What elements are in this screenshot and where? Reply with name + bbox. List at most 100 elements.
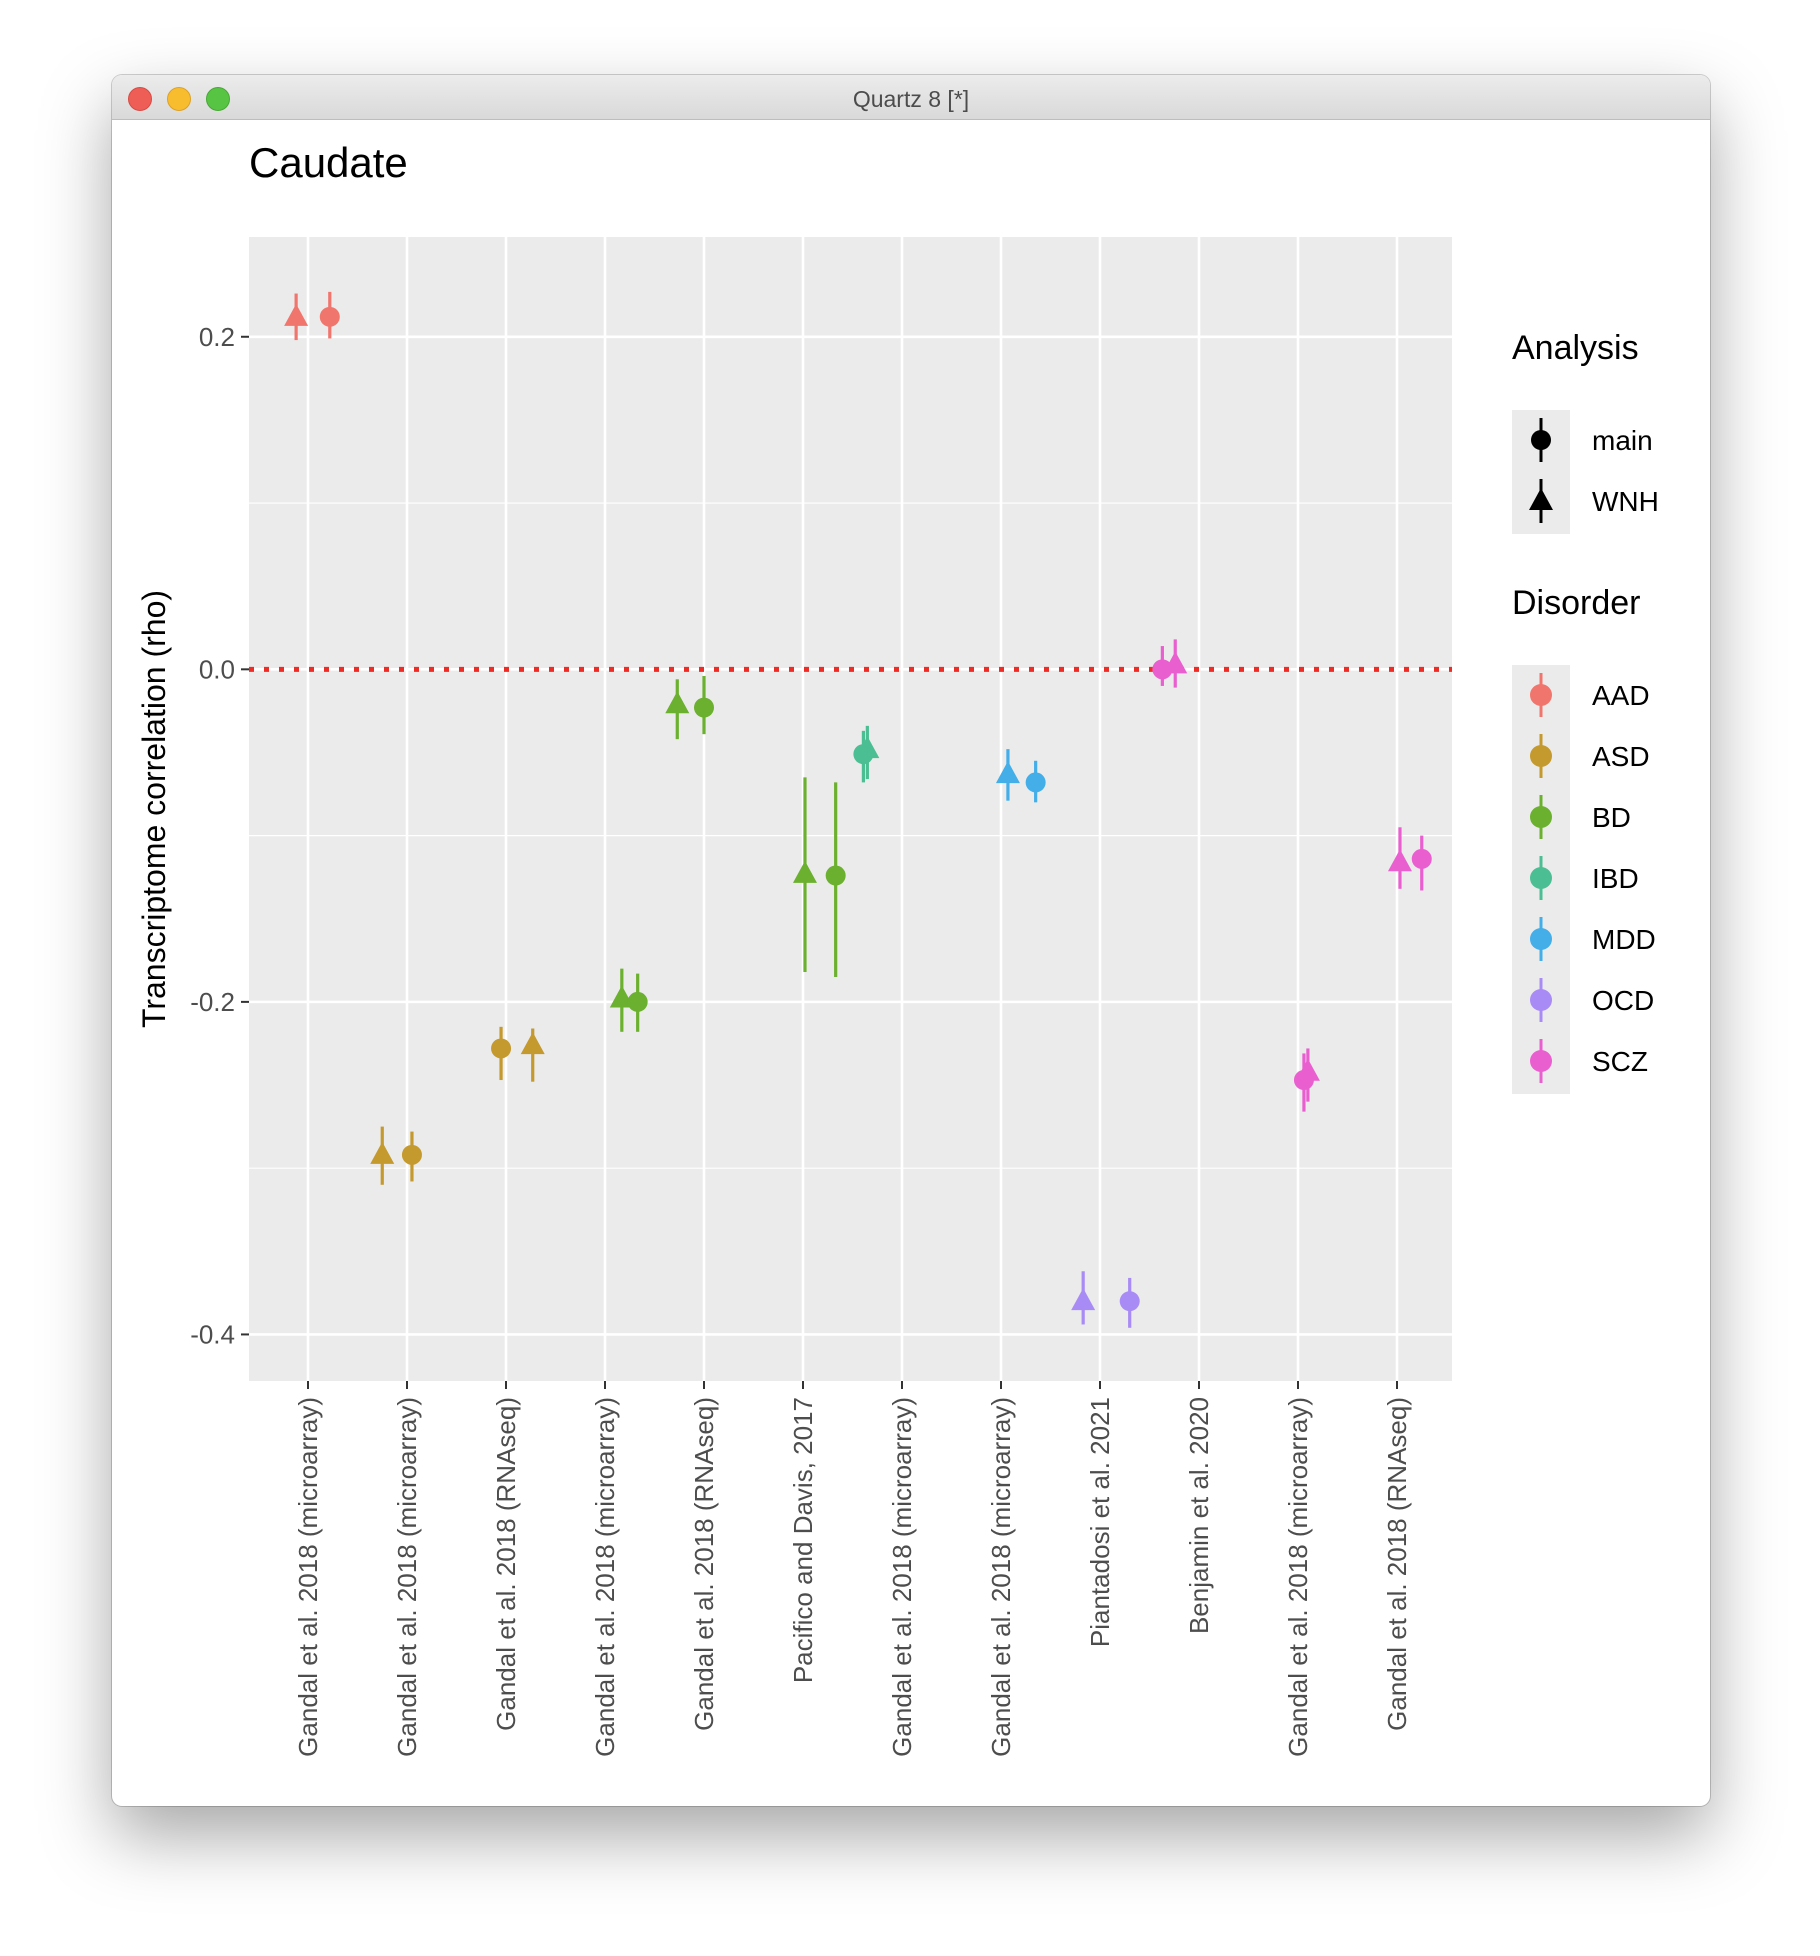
point-asd-wnh [370,1126,395,1185]
point-aad-main [319,291,340,339]
legend: Analysis main WNH Disorder AAD ASD BD IBD MDD OCD… [1512,329,1659,1094]
legend-label: OCD [1592,985,1654,1016]
window-title: Quartz 8 [*] [852,86,970,112]
legend-entry-asd: ASD [1530,734,1650,778]
point-marker [401,1144,422,1165]
legend-key-circle [1530,928,1552,950]
triangle-marker [995,761,1020,784]
point-ibd-wnh [855,725,880,780]
point-scz-wnh [1295,1048,1320,1102]
y-tick-label: -0.2 [190,987,235,1017]
triangle-marker [520,1032,545,1055]
x-tick-label: Benjamin et al. 2020 [1184,1397,1214,1634]
legend-entry-mdd: MDD [1530,917,1656,961]
point-ocd-main [1119,1277,1140,1328]
legend-entry-main: main [1531,418,1653,462]
zoom-button[interactable] [206,87,230,111]
data-marks [284,291,1432,1328]
x-tick-label: Gandal et al. 2018 (microarray) [293,1397,323,1757]
triangle-marker [284,303,309,326]
legend-key-circle [1531,430,1551,450]
x-tick-label: Gandal et al. 2018 (RNAseq) [689,1397,719,1731]
point-scz-wnh [1163,639,1188,688]
y-axis: 0.2 0.0 -0.2 -0.4 [190,322,249,1349]
y-tick-label: -0.4 [190,1319,235,1349]
point-bd-wnh [792,777,817,972]
x-tick-label: Pacifico and Davis, 2017 [788,1397,818,1683]
x-tick-label: Gandal et al. 2018 (microarray) [986,1397,1016,1757]
x-tick-label: Gandal et al. 2018 (microarray) [590,1397,620,1757]
triangle-marker [1295,1058,1320,1081]
point-ocd-wnh [1071,1271,1096,1325]
x-tick-label: Gandal et al. 2018 (microarray) [1283,1397,1313,1757]
triangle-marker [1163,651,1188,674]
x-tick-label: Piantadosi et al. 2021 [1085,1397,1115,1647]
x-tick-label: Gandal et al. 2018 (RNAseq) [1382,1397,1412,1731]
x-tick-label: Gandal et al. 2018 (microarray) [392,1397,422,1757]
point-mdd-wnh [995,749,1020,801]
legend-entry-ibd: IBD [1530,856,1639,900]
x-tick-label: Gandal et al. 2018 (RNAseq) [491,1397,521,1731]
legend-label: AAD [1592,680,1650,711]
point-marker [825,865,846,886]
point-mdd-main [1025,760,1046,803]
point-marker [1152,659,1173,680]
point-aad-wnh [284,293,309,341]
chart-svg: Caudate 0.2 0.0 -0.2 -0.4 Gandal et al. 201… [136,139,1659,1757]
point-marker [627,991,648,1012]
legend-key-triangle [1529,488,1553,510]
point-asd-wnh [520,1028,545,1082]
legend-entry-wnh: WNH [1529,479,1659,523]
legend-label: MDD [1592,924,1656,955]
legend-key-circle [1530,867,1552,889]
triangle-marker [855,736,880,759]
legend-key-circle [1530,1050,1552,1072]
quartz-window: Quartz 8 [*] Caudate 0.2 0.0 -0.2 -0.4 Gand… [112,75,1710,1806]
x-axis: Gandal et al. 2018 (microarray) Gandal et… [293,1381,1412,1757]
point-bd-main [825,782,846,977]
point-marker [1119,1291,1140,1312]
legend-label: main [1592,425,1653,456]
legend-label: IBD [1592,863,1639,894]
point-marker [491,1038,512,1059]
point-marker [1411,848,1432,869]
y-tick-label: 0.0 [199,654,235,684]
legend-label: BD [1592,802,1631,833]
legend-key-circle [1530,989,1552,1011]
chart-title: Caudate [249,139,408,186]
point-asd-main [491,1026,512,1081]
plot-panel [249,237,1452,1381]
triangle-marker [665,691,690,714]
point-bd-wnh [665,679,690,740]
legend-label: WNH [1592,486,1659,517]
x-tick-label: Gandal et al. 2018 (microarray) [887,1397,917,1757]
point-marker [1025,772,1046,793]
legend-key-circle [1530,745,1552,767]
triangle-marker [370,1141,395,1164]
point-scz-main [1152,646,1173,686]
triangle-marker [792,860,817,883]
legend-entry-bd: BD [1530,795,1631,839]
legend-entry-aad: AAD [1530,673,1650,717]
point-marker [319,306,340,327]
y-axis-label: Transcriptome correlation (rho) [136,590,172,1028]
legend-label: ASD [1592,741,1650,772]
close-button[interactable] [128,87,152,111]
minimize-button[interactable] [167,87,191,111]
legend-key-circle [1530,806,1552,828]
plot-area: Caudate 0.2 0.0 -0.2 -0.4 Gandal et al. 201… [112,120,1710,1806]
legend-title-analysis: Analysis [1512,329,1639,367]
legend-entry-scz: SCZ [1530,1039,1648,1083]
point-marker [694,697,714,718]
legend-title-disorder: Disorder [1512,584,1640,622]
point-bd-main [694,675,714,735]
legend-label: SCZ [1592,1046,1648,1077]
point-scz-main [1411,835,1432,891]
triangle-marker [1387,849,1412,872]
legend-key-circle [1530,684,1552,706]
point-scz-wnh [1387,827,1412,889]
legend-entry-ocd: OCD [1530,978,1654,1022]
point-asd-main [401,1131,422,1182]
minor-gridlines [249,502,1452,1169]
triangle-marker [1071,1288,1096,1311]
